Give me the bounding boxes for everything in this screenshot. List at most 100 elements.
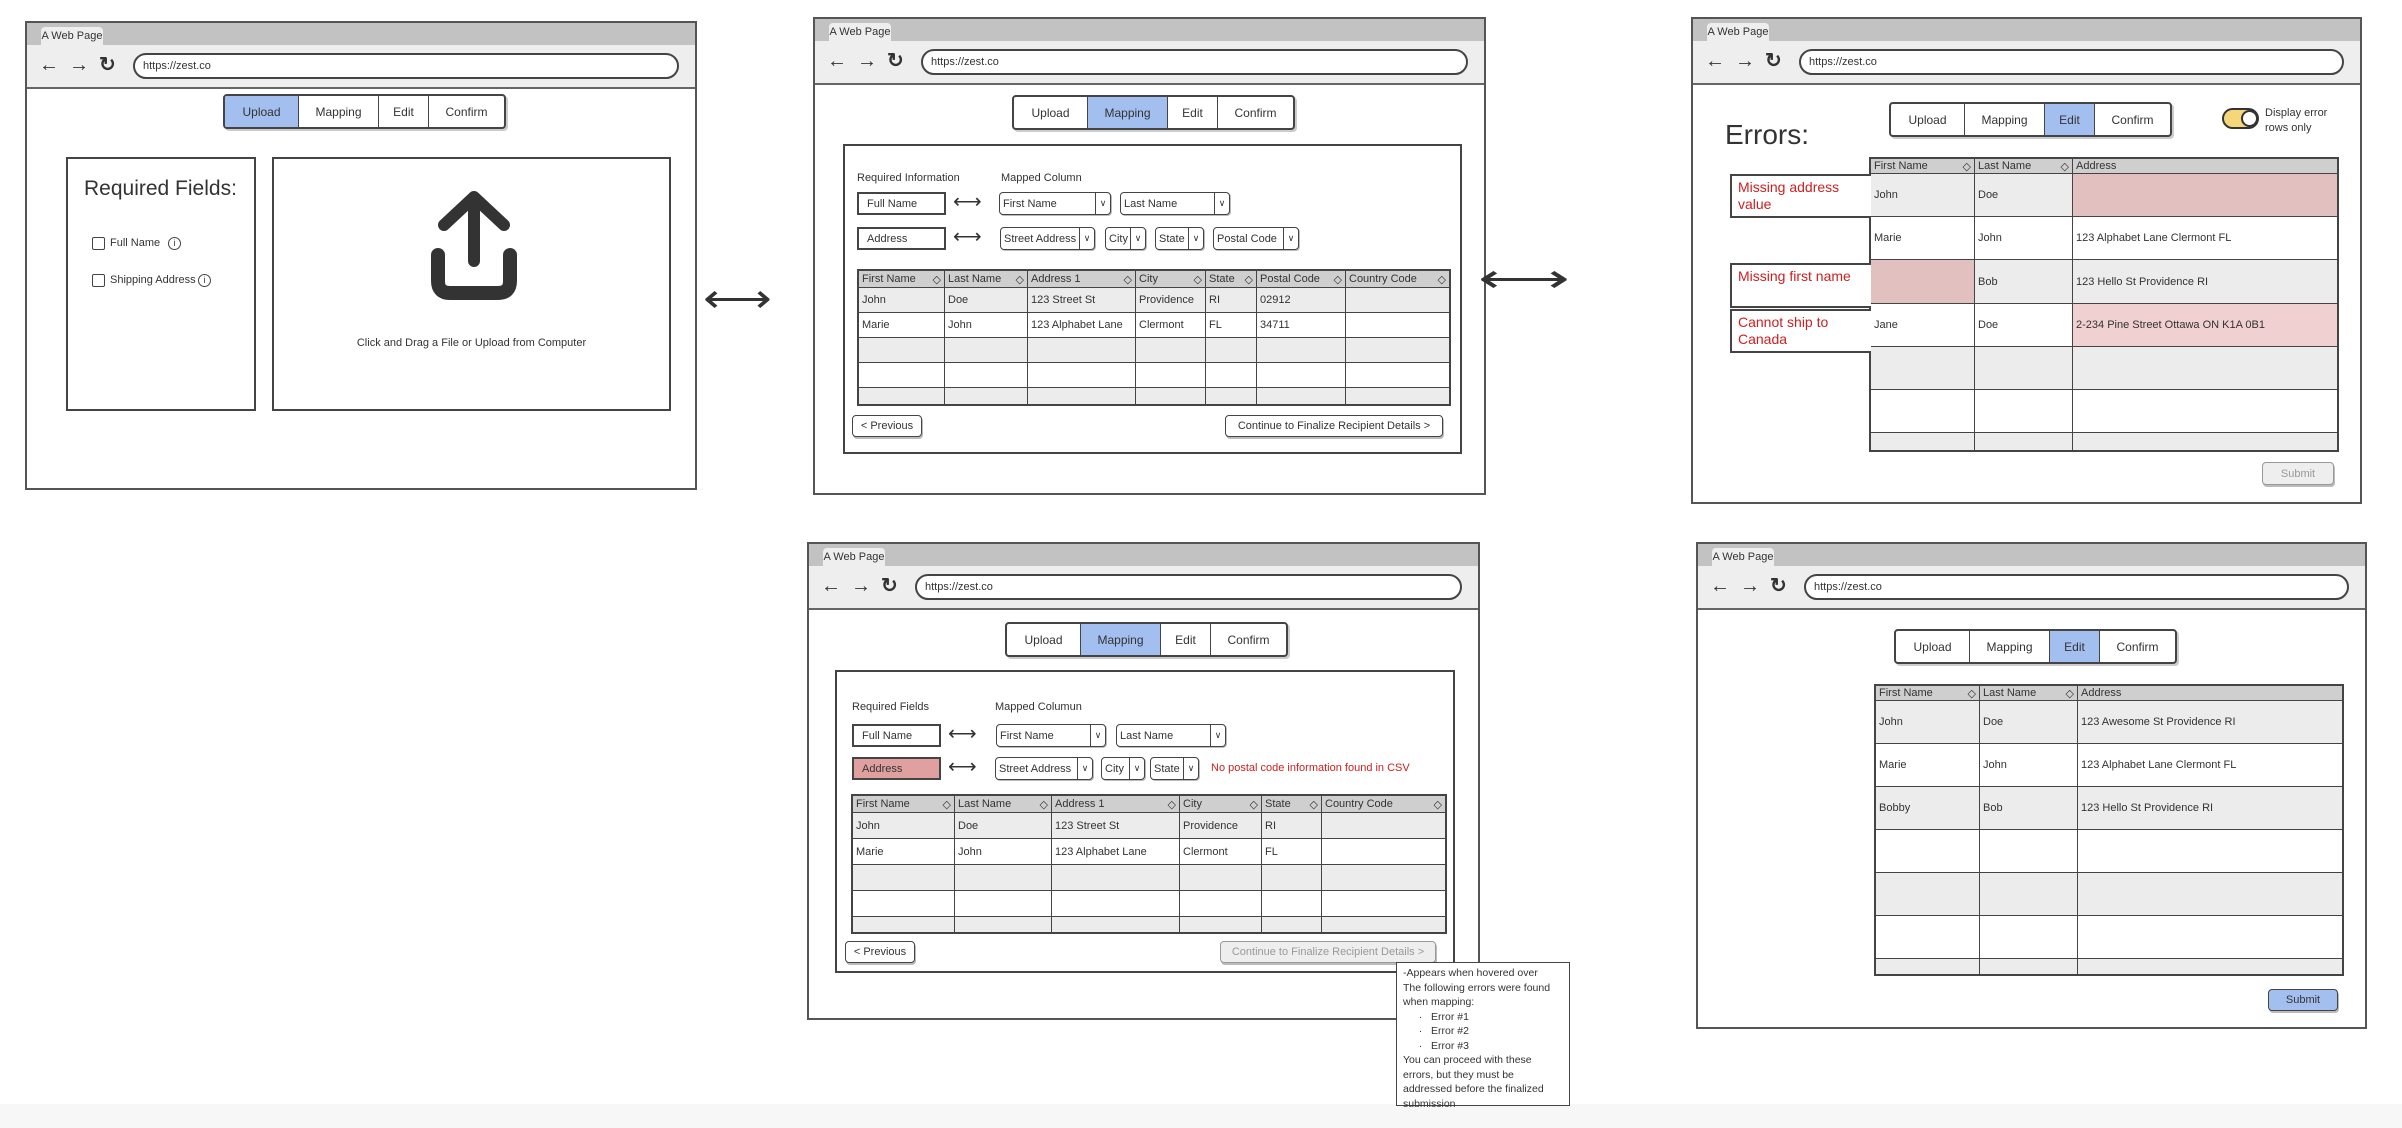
table-cell[interactable]	[1871, 390, 1975, 432]
back-arrow-icon[interactable]: ←	[39, 54, 59, 76]
table-cell[interactable]: Doe	[1975, 174, 2073, 216]
column-header[interactable]: Address 1 ◇	[1028, 271, 1136, 287]
table-cell[interactable]	[1028, 338, 1136, 362]
column-header[interactable]: First Name ◇	[853, 796, 955, 812]
table-cell[interactable]: John	[1871, 174, 1975, 216]
url-bar[interactable]: https://zest.co	[1804, 574, 2349, 600]
reload-icon[interactable]: ↻	[887, 50, 904, 72]
info-icon[interactable]: i	[168, 237, 181, 250]
reload-icon[interactable]: ↻	[1770, 575, 1787, 597]
step-upload[interactable]: Upload	[1007, 624, 1081, 655]
column-header[interactable]: Address	[2078, 686, 2342, 700]
table-cell[interactable]: FL	[1262, 839, 1322, 864]
table-cell[interactable]	[1876, 916, 1980, 958]
table-cell[interactable]: 123 Street St	[1052, 813, 1180, 838]
reload-icon[interactable]: ↻	[1765, 50, 1782, 72]
table-cell[interactable]: FL	[1206, 313, 1257, 337]
sort-icon[interactable]: ◇	[1167, 798, 1176, 811]
table-cell[interactable]: Doe	[945, 288, 1028, 312]
table-cell[interactable]	[2078, 916, 2342, 958]
step-upload[interactable]: Upload	[225, 96, 299, 127]
sort-icon[interactable]: ◇	[1333, 273, 1342, 286]
step-confirm[interactable]: Confirm	[2116, 639, 2159, 654]
table-cell[interactable]	[945, 363, 1028, 387]
table-cell[interactable]	[1257, 388, 1346, 404]
step-mapping[interactable]: Mapping	[1081, 624, 1161, 655]
table-cell[interactable]: Marie	[853, 839, 955, 864]
table-cell[interactable]	[2073, 433, 2337, 450]
table-cell[interactable]	[1876, 873, 1980, 915]
column-select[interactable]: City ∨	[1105, 227, 1146, 250]
table-cell[interactable]	[1136, 388, 1206, 404]
column-select[interactable]: Street Address ∨	[1000, 227, 1095, 250]
table-cell[interactable]	[1257, 338, 1346, 362]
step-edit[interactable]: Edit	[2050, 631, 2100, 662]
table-cell[interactable]: 123 Alphabet Lane Clermont FL	[2073, 217, 2337, 259]
table-cell[interactable]	[1180, 865, 1262, 890]
submit-button[interactable]: Submit	[2268, 989, 2338, 1011]
column-select[interactable]: City ∨	[1101, 757, 1145, 780]
table-cell[interactable]	[945, 388, 1028, 404]
table-cell[interactable]: Marie	[1876, 744, 1980, 786]
table-cell[interactable]	[1052, 865, 1180, 890]
forward-arrow-icon[interactable]: →	[1740, 575, 1760, 597]
column-header[interactable]: State ◇	[1262, 796, 1322, 812]
sort-icon[interactable]: ◇	[1433, 798, 1442, 811]
url-bar[interactable]: https://zest.co	[1799, 49, 2344, 75]
column-header[interactable]: City ◇	[1136, 271, 1206, 287]
table-cell[interactable]: 123 Alphabet Lane	[1052, 839, 1180, 864]
table-cell[interactable]	[1346, 338, 1449, 362]
step-edit[interactable]: Edit	[1168, 97, 1218, 128]
table-cell[interactable]	[1871, 433, 1975, 450]
table-cell[interactable]: RI	[1262, 813, 1322, 838]
table-cell[interactable]	[1346, 313, 1449, 337]
column-select[interactable]: Postal Code ∨	[1213, 227, 1299, 250]
column-header[interactable]: Postal Code ◇	[1257, 271, 1346, 287]
table-cell[interactable]	[955, 917, 1052, 932]
table-cell[interactable]: John	[1876, 701, 1980, 743]
table-cell[interactable]	[1346, 388, 1449, 404]
table-cell[interactable]: 02912	[1257, 288, 1346, 312]
back-arrow-icon[interactable]: ←	[821, 575, 841, 597]
browser-tab[interactable]: A Web Page	[1707, 23, 1769, 41]
url-bar[interactable]: https://zest.co	[915, 574, 1462, 600]
table-cell[interactable]: 123 Hello St Providence RI	[2078, 787, 2342, 829]
table-cell[interactable]	[2073, 174, 2337, 216]
sort-icon[interactable]: ◇	[1039, 798, 1048, 811]
table-cell[interactable]	[1206, 388, 1257, 404]
table-cell[interactable]: 123 Alphabet Lane	[1028, 313, 1136, 337]
table-cell[interactable]	[1180, 917, 1262, 932]
table-cell[interactable]: 123 Hello St Providence RI	[2073, 260, 2337, 303]
table-cell[interactable]: Providence	[1180, 813, 1262, 838]
step-mapping[interactable]: Mapping	[1088, 97, 1168, 128]
column-header[interactable]: Last Name ◇	[1980, 686, 2078, 700]
table-cell[interactable]	[859, 363, 945, 387]
url-bar[interactable]: https://zest.co	[921, 49, 1468, 75]
table-cell[interactable]	[1980, 916, 2078, 958]
column-select[interactable]: First Name ∨	[996, 724, 1106, 747]
table-cell[interactable]: John	[853, 813, 955, 838]
table-cell[interactable]	[1136, 363, 1206, 387]
table-cell[interactable]	[1346, 363, 1449, 387]
table-cell[interactable]	[1262, 917, 1322, 932]
step-confirm[interactable]: Confirm	[445, 104, 488, 119]
step-edit[interactable]: Edit	[379, 96, 429, 127]
column-header[interactable]: Country Code ◇	[1346, 271, 1449, 287]
table-cell[interactable]	[1876, 830, 1980, 872]
back-arrow-icon[interactable]: ←	[1705, 50, 1725, 72]
step-confirm[interactable]: Confirm	[1234, 105, 1277, 120]
column-select[interactable]: State ∨	[1150, 757, 1199, 780]
table-cell[interactable]	[1052, 917, 1180, 932]
previous-button[interactable]: < Previous	[845, 941, 915, 963]
sort-icon[interactable]: ◇	[1193, 273, 1202, 286]
table-cell[interactable]	[853, 865, 955, 890]
sort-icon[interactable]: ◇	[1123, 273, 1132, 286]
column-select[interactable]: First Name ∨	[999, 192, 1111, 215]
sort-icon[interactable]: ◇	[942, 798, 951, 811]
table-cell[interactable]: Bobby	[1876, 787, 1980, 829]
table-cell[interactable]: Doe	[1975, 304, 2073, 346]
back-arrow-icon[interactable]: ←	[827, 50, 847, 72]
table-cell[interactable]	[1975, 390, 2073, 432]
step-mapping[interactable]: Mapping	[299, 96, 379, 127]
table-cell[interactable]: John	[1975, 217, 2073, 259]
